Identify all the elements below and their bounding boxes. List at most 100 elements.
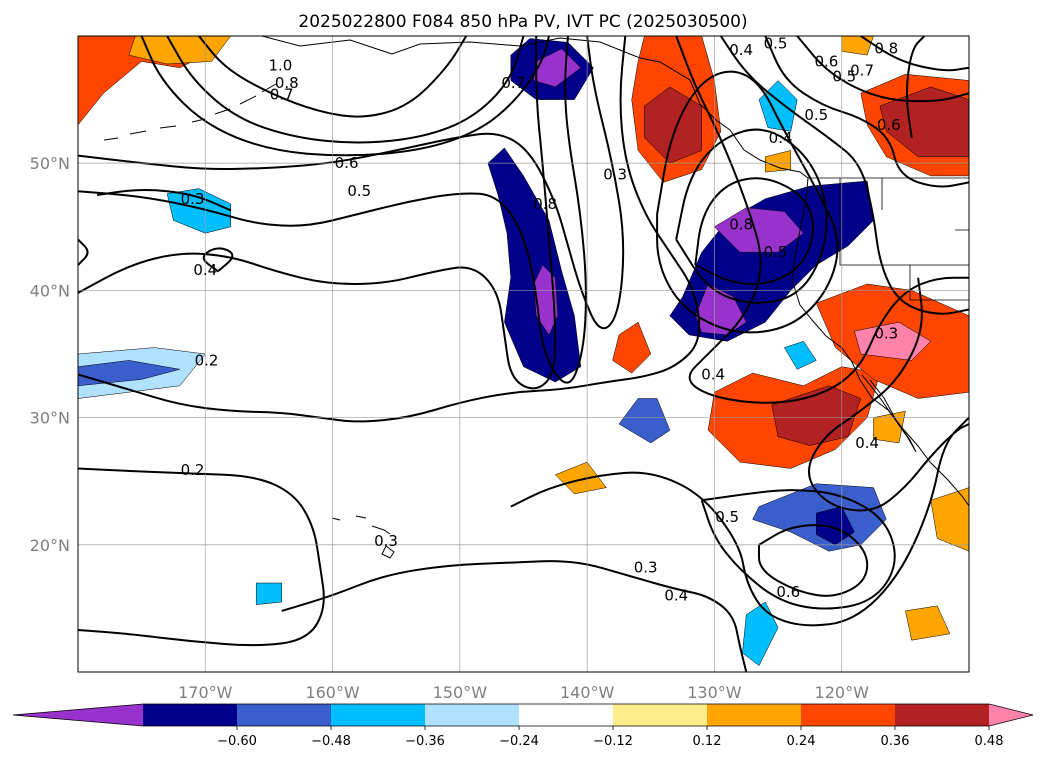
pv-contour-0-6-17 [764,36,969,188]
contour-label-20: 0.5 [804,106,828,124]
lon-tick-label-1: 160°W [305,683,360,702]
map-panel: 1.00.80.70.60.50.30.40.20.20.30.70.80.30… [77,35,970,673]
lat-tick-label-1: 30°N [30,409,70,428]
pv-shaded-region-29 [930,487,969,552]
contour-label-24: 0.4 [701,365,725,383]
lon-tick-label-4: 130°W [687,683,742,702]
contour-label-15: 0.6 [815,52,839,70]
pv-contour-0-8-12 [694,177,815,285]
lon-tick-label-5: 120°W [815,683,870,702]
lat-tick-label-2: 40°N [30,281,70,300]
colorbar-tick-label-2: −0.36 [405,734,445,749]
lon-tick-label-3: 140°W [560,683,615,702]
pv-contour-0-6-11 [758,524,869,597]
contour-label-30: 0.3 [634,559,658,577]
coastline-baja [861,374,917,453]
colorbar-bin-5 [613,704,708,726]
contour-label-3: 0.6 [335,154,359,172]
latitude-ticks: 20°N 30°N 40°N 50°N [30,154,70,555]
contour-label-13: 0.4 [729,41,753,59]
contour-label-11: 0.8 [533,195,557,213]
pv-contour-0-5-4 [78,36,587,384]
pv-contour-0-7-15 [796,36,969,103]
pv-contour-layer [78,36,969,672]
contour-label-23: 0.5 [764,243,788,261]
contour-label-29: 0.4 [664,587,688,605]
contour-label-27: 0.5 [715,508,739,526]
figure-title: 2025022800 F084 850 hPa PV, IVT PC (2025… [298,12,747,32]
pv-contour-0-4-21 [905,36,926,138]
pv-shaded-region-28 [555,461,607,495]
pv-contour-0-3-20 [808,277,969,512]
contour-label-12: 0.3 [603,166,627,184]
contour-label-7: 0.2 [195,351,219,369]
pv-contour-0-5-18 [719,36,969,315]
pv-contour-0-8-1 [166,36,525,144]
contour-label-8: 0.2 [181,461,205,479]
lon-tick-label-2: 150°W [433,683,488,702]
contour-label-1: 0.8 [275,74,299,92]
pv-contour-0-4-22 [78,238,89,266]
pv-contour-0-4-19 [675,36,969,404]
graticule [78,36,969,672]
pv-shaded-region-3 [487,147,582,383]
pv-contour-0-4-9 [510,416,969,627]
pv-contour-0-8-16 [860,36,969,72]
map-frame [77,35,970,673]
pv-contour-1-0 [198,36,468,118]
colorbar-bin-2 [331,704,426,726]
pv-shaded-region-30 [905,605,951,641]
colorbar: −0.60 −0.48 −0.36 −0.24 −0.12 0.12 0.24 0.36 0.4… [12,703,1034,749]
contour-label-5: 0.3 [181,190,205,208]
longitude-ticks: 170°W 160°W 150°W 140°W 130°W 120°W [178,683,869,702]
coastline-alaska [261,36,809,179]
colorbar-tick-label-5: 0.12 [693,734,722,749]
pv-shaded-region-32 [765,150,792,173]
colorbar-tick-label-7: 0.36 [881,734,910,749]
contour-label-14: 0.5 [764,35,788,53]
pv-contour-0-7-2 [140,36,550,157]
pv-contour-0-5-10 [700,489,896,610]
colorbar-tick-label-0: −0.60 [217,734,257,749]
colorbar-bin-4 [519,704,614,726]
contour-label-19: 0.4 [769,129,793,147]
pv-shaded-region-20 [644,86,702,164]
lon-tick-label-0: 170°W [178,683,233,702]
colorbar-bin-8 [895,704,990,726]
colorbar-bin-3 [425,704,520,726]
contour-label-6: 0.4 [193,261,217,279]
border-states [839,178,969,301]
pv-shaded-region-11 [618,398,671,444]
pv-shaded-region-15 [255,582,282,605]
coastline-hawaii [331,515,395,559]
contour-label-22: 0.8 [729,215,753,233]
colorbar-extend-low [13,704,143,726]
coastline-west-coast [791,177,969,507]
contour-label-layer: 1.00.80.70.60.50.30.40.20.20.30.70.80.30… [181,35,901,605]
contour-label-26: 0.4 [855,434,879,452]
contour-label-21: 0.6 [877,116,901,134]
pv-shaded-region-26 [854,321,932,361]
pv-contour-0-3-24 [96,189,232,212]
contour-label-9: 0.3 [374,532,398,550]
pv-contour-0-3-8 [281,560,748,672]
contour-label-0: 1.0 [268,56,292,74]
colorbar-bin-7 [801,704,896,726]
pv-shaded-region-13 [816,506,855,546]
colorbar-tick-label-8: 0.48 [975,734,1004,749]
pv-shaded-region-6 [533,48,582,88]
contour-label-25: 0.3 [874,325,898,343]
colorbar-tick-label-3: −0.24 [499,734,539,749]
pv-contour-0-4-23 [202,247,234,273]
coastline-layer [103,36,969,559]
pv-contour-0-6-3 [78,36,625,330]
pv-shaded-region-16 [784,341,817,370]
pv-shaded-region-31 [873,410,906,444]
lat-tick-label-3: 50°N [30,154,70,173]
pv-contour-0-3-6 [78,36,701,423]
pv-contour-0-6-13 [675,128,828,304]
colorbar-extend-high [989,704,1033,726]
pv-contour-0-5-14 [656,70,839,334]
contour-label-17: 0.8 [874,40,898,58]
contour-label-2: 0.7 [270,86,294,104]
